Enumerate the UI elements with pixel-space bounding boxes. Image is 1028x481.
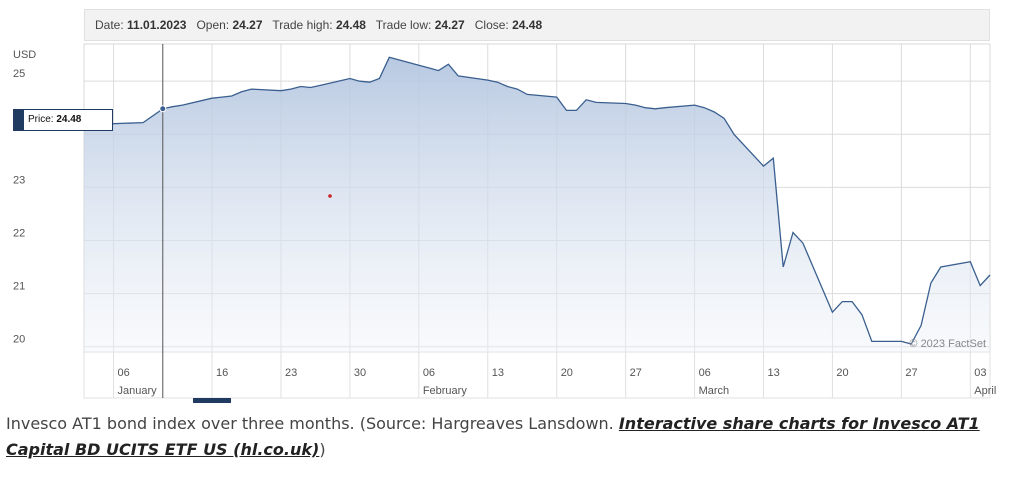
x-tick-label: 27 [905, 367, 917, 379]
x-tick-label: 20 [836, 367, 848, 379]
x-axis-panel [83, 351, 991, 399]
y-tick-label: 23 [13, 174, 25, 186]
x-tick-label: 06 [699, 367, 711, 379]
open-value: 24.27 [232, 18, 263, 32]
high-value: 24.48 [335, 18, 366, 32]
price-tooltip: Price: 24.48 [13, 109, 113, 131]
open-label: Open: [196, 18, 230, 32]
x-month-label: April [974, 385, 996, 397]
y-tick-label: 25 [13, 68, 25, 80]
caption-text: Invesco AT1 bond index over three months… [6, 414, 619, 433]
tooltip-flag [14, 110, 24, 130]
y-tick-label: 21 [13, 281, 25, 293]
price-line [83, 56, 991, 345]
date-value: 11.01.2023 [127, 18, 187, 32]
y-axis-label: USD [13, 49, 36, 61]
price-chart[interactable]: USD 202122232425 06January16233006Februa… [0, 0, 1028, 410]
close-value: 24.48 [512, 18, 543, 32]
copyright-text: © 2023 FactSet [909, 338, 986, 350]
x-tick-label: 27 [630, 367, 642, 379]
ohlc-info-bar: Date: 11.01.2023 Open: 24.27 Trade high:… [84, 9, 990, 41]
x-month-label: January [118, 385, 158, 397]
x-tick-label: 13 [768, 367, 780, 379]
x-tick-label: 06 [118, 367, 130, 379]
y-tick-label: 22 [13, 227, 25, 239]
x-tick-label: 16 [216, 367, 228, 379]
x-month-label: March [699, 385, 730, 397]
x-month-label: February [423, 385, 468, 397]
crosshair-marker [159, 105, 167, 113]
figure-caption: Invesco AT1 bond index over three months… [6, 411, 996, 463]
y-tick-label: 20 [13, 334, 25, 346]
low-label: Trade low: [375, 18, 432, 32]
x-tick-label: 06 [423, 367, 435, 379]
source-link[interactable]: Interactive share charts for Invesco AT1… [6, 414, 980, 459]
caption-suffix: ) [319, 440, 326, 459]
tooltip-label: Price: [28, 114, 54, 125]
x-tick-label: 23 [285, 367, 297, 379]
high-label: Trade high: [272, 18, 333, 32]
x-tick-label: 03 [974, 367, 986, 379]
x-tick-label: 13 [492, 367, 504, 379]
x-ticks: 06 January 16 23 30 06 February 13 20 27 06 March 13… [113, 352, 996, 398]
tooltip-value: 24.48 [56, 114, 82, 125]
close-label: Close: [474, 18, 509, 32]
x-tick-label: 30 [354, 367, 366, 379]
range-tab-indicator[interactable] [193, 398, 231, 403]
date-label: Date: [95, 18, 124, 32]
price-area [84, 57, 990, 353]
marker-dot [328, 194, 332, 198]
x-tick-label: 20 [561, 367, 573, 379]
low-value: 24.27 [434, 18, 465, 32]
